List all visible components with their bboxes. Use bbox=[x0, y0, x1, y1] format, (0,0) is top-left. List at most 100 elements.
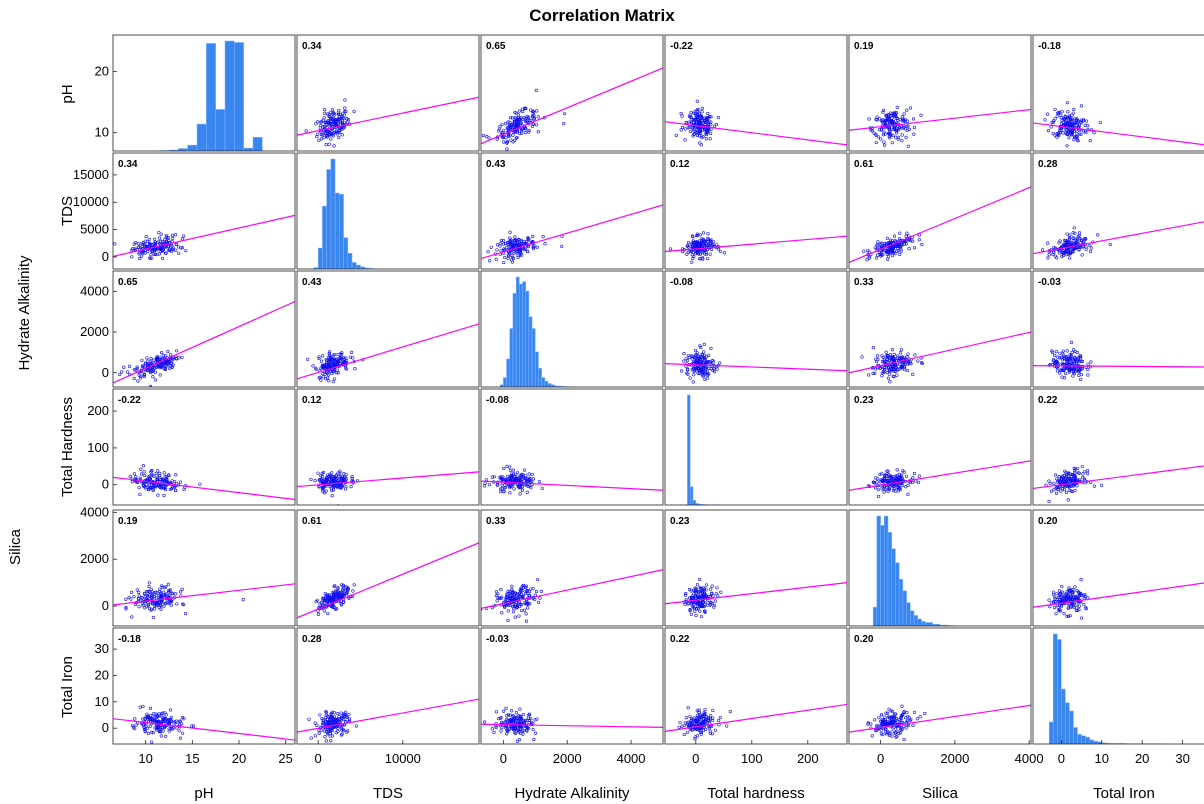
scatter-point bbox=[146, 602, 150, 607]
scatter-point bbox=[897, 472, 902, 476]
scatter-point bbox=[917, 474, 921, 478]
scatter-point bbox=[705, 120, 709, 124]
scatter-point bbox=[531, 234, 535, 239]
scatter-point bbox=[1108, 242, 1112, 247]
scatter-point bbox=[536, 577, 540, 582]
scatter-point bbox=[1053, 254, 1057, 258]
scatter-point bbox=[1052, 119, 1056, 123]
scatter-point bbox=[167, 590, 171, 594]
scatter-point bbox=[159, 734, 163, 738]
scatter-point bbox=[529, 587, 533, 591]
scatter-point bbox=[895, 131, 899, 135]
scatter-point bbox=[1041, 248, 1045, 252]
scatter-point bbox=[1073, 135, 1077, 140]
scatter-point bbox=[320, 716, 324, 721]
panel-frame bbox=[296, 509, 480, 627]
scatter-point bbox=[696, 369, 701, 373]
scatter-point bbox=[344, 109, 348, 114]
correlation-label: 0.61 bbox=[854, 159, 874, 170]
x-tick-label: 200 bbox=[797, 751, 819, 766]
scatter-point bbox=[905, 362, 910, 366]
histogram-bar bbox=[876, 515, 881, 626]
scatter-point bbox=[510, 244, 514, 248]
scatter-point bbox=[515, 471, 520, 475]
scatter-point bbox=[884, 248, 888, 253]
scatter-point bbox=[160, 239, 164, 244]
scatter-point bbox=[160, 599, 164, 603]
scatter-point bbox=[512, 239, 517, 243]
scatter-point bbox=[899, 365, 903, 370]
scatter-point bbox=[523, 718, 528, 722]
scatter-point bbox=[152, 595, 157, 599]
histogram-bar bbox=[317, 247, 323, 269]
scatter-point bbox=[342, 472, 346, 476]
x-tick-label: 0 bbox=[315, 751, 322, 766]
scatter-point bbox=[337, 118, 341, 122]
scatter-point bbox=[169, 726, 173, 731]
scatter-point bbox=[180, 355, 184, 359]
scatter-point bbox=[149, 601, 153, 605]
regression-line bbox=[481, 204, 663, 260]
scatter-point bbox=[175, 349, 179, 353]
scatter-point bbox=[699, 614, 704, 619]
regression-line bbox=[665, 703, 847, 732]
scatter-point bbox=[1055, 135, 1059, 139]
scatter-point bbox=[1079, 578, 1083, 582]
scatter-point bbox=[513, 726, 517, 730]
histogram-bar bbox=[234, 42, 244, 151]
scatter-point bbox=[140, 365, 145, 369]
scatter-point bbox=[889, 474, 893, 478]
scatter-point bbox=[877, 494, 881, 498]
scatter-point bbox=[1065, 232, 1069, 236]
regression-line bbox=[849, 186, 1031, 263]
scatter-point bbox=[1064, 484, 1068, 488]
scatter-point bbox=[1071, 250, 1075, 254]
scatter-point bbox=[1058, 368, 1063, 372]
scatter-point bbox=[893, 369, 897, 373]
scatter-point bbox=[511, 256, 516, 261]
scatter-point bbox=[120, 370, 124, 374]
scatter-point bbox=[892, 352, 896, 356]
scatter-point bbox=[515, 241, 519, 245]
scatter-point bbox=[1060, 487, 1065, 491]
scatter-point bbox=[1078, 591, 1082, 595]
scatter-point bbox=[1046, 256, 1050, 260]
scatter-point bbox=[891, 374, 895, 378]
scatter-point bbox=[902, 112, 906, 116]
scatter-point bbox=[1058, 608, 1062, 612]
scatter-point bbox=[902, 737, 906, 742]
scatter-point bbox=[338, 128, 342, 133]
scatter-point bbox=[345, 591, 349, 595]
scatter-point bbox=[492, 730, 496, 734]
scatter-point bbox=[893, 115, 897, 119]
scatter-point bbox=[882, 368, 887, 372]
scatter-point bbox=[127, 364, 132, 368]
scatter-point bbox=[505, 140, 510, 144]
scatter-point bbox=[1075, 350, 1079, 355]
scatter-point bbox=[332, 113, 336, 118]
panel-frame bbox=[296, 34, 480, 152]
scatter-point bbox=[518, 717, 522, 722]
x-tick-label: 100 bbox=[741, 751, 763, 766]
scatter-point bbox=[1055, 369, 1060, 373]
scatter-point bbox=[882, 108, 886, 112]
scatter-point bbox=[693, 737, 697, 741]
scatter-point bbox=[487, 136, 491, 140]
scatter-point bbox=[880, 120, 885, 124]
scatter-point bbox=[174, 481, 179, 485]
scatter-point bbox=[138, 476, 142, 480]
scatter-point bbox=[902, 470, 906, 474]
scatter-point bbox=[140, 254, 144, 258]
scatter-point bbox=[704, 253, 708, 257]
scatter-point bbox=[895, 734, 899, 738]
scatter-point bbox=[1051, 131, 1055, 136]
scatter-point bbox=[693, 109, 697, 113]
scatter-point bbox=[1064, 243, 1068, 248]
scatter-point bbox=[1051, 250, 1055, 254]
scatter-point bbox=[1067, 474, 1071, 478]
scatter-point bbox=[144, 234, 148, 239]
scatter-points bbox=[679, 342, 722, 384]
scatter-point bbox=[1077, 373, 1081, 378]
scatter-point bbox=[1068, 130, 1072, 134]
scatter-point bbox=[1072, 138, 1076, 142]
